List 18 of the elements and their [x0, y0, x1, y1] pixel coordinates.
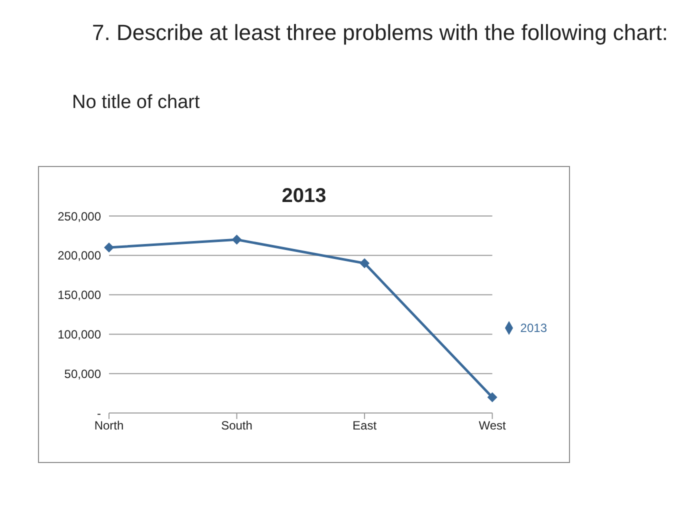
point	[104, 242, 114, 253]
legend-label: 2013	[520, 320, 547, 335]
x-tick-label: West	[478, 418, 507, 433]
y-tick-label: 50,000	[64, 366, 102, 381]
point	[360, 258, 370, 268]
y-tick-label: 150,000	[58, 288, 102, 302]
x-tick-label: East	[352, 418, 378, 433]
text: No title of chart	[72, 92, 200, 114]
y-tick-label: -	[97, 406, 101, 420]
y-tick-label: 100,000	[58, 327, 102, 342]
y-tick-label: 200,000	[58, 248, 102, 263]
x-tick-label: South	[221, 418, 252, 433]
point	[487, 392, 498, 402]
text: 7. Describe at least three problems with the following chart:	[92, 20, 668, 46]
chart-title: 2013	[280, 185, 328, 208]
x-tick-label: North	[94, 418, 124, 433]
y-tick-label: 250,000	[58, 209, 102, 224]
point	[232, 234, 242, 245]
